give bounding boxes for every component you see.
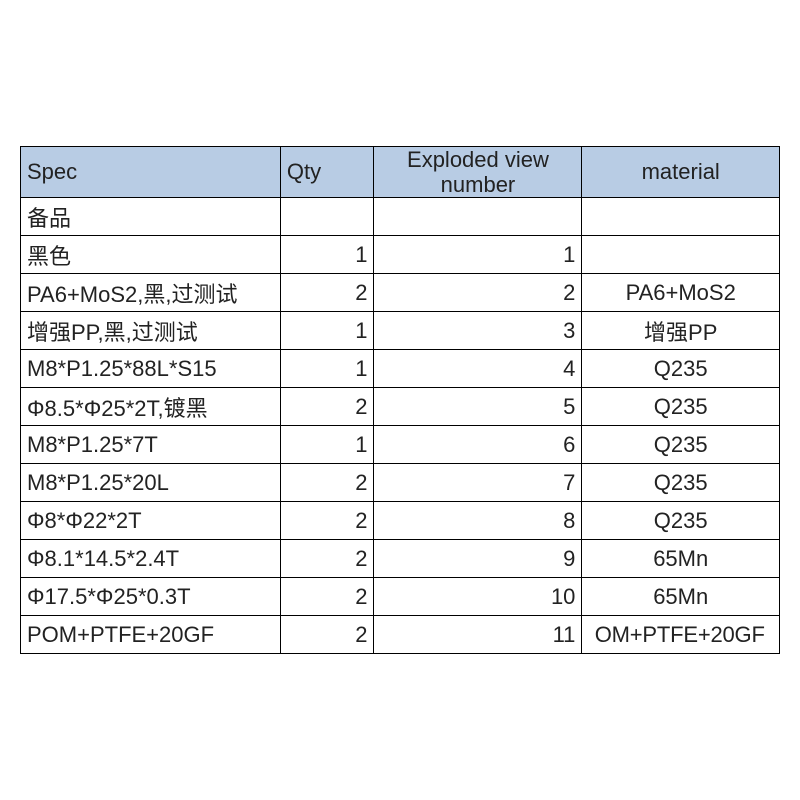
cell-qty: 1 — [280, 426, 374, 464]
cell-spec: POM+PTFE+20GF — [21, 616, 281, 654]
cell-view: 2 — [374, 274, 582, 312]
col-header-qty: Qty — [280, 146, 374, 198]
cell-qty: 1 — [280, 312, 374, 350]
cell-material: Q235 — [582, 350, 780, 388]
cell-qty: 2 — [280, 274, 374, 312]
table-body: 备品 黑色 1 1 PA6+MoS2,黑,过测试 2 2 PA6+MoS2 增强… — [21, 198, 780, 654]
cell-view: 4 — [374, 350, 582, 388]
cell-view: 6 — [374, 426, 582, 464]
cell-qty: 2 — [280, 388, 374, 426]
cell-view: 3 — [374, 312, 582, 350]
col-header-material: material — [582, 146, 780, 198]
cell-material — [582, 198, 780, 236]
cell-material: 65Mn — [582, 540, 780, 578]
table-row: 增强PP,黑,过测试 1 3 增强PP — [21, 312, 780, 350]
cell-qty: 2 — [280, 616, 374, 654]
table-row: 黑色 1 1 — [21, 236, 780, 274]
col-header-spec: Spec — [21, 146, 281, 198]
table-row: Φ8*Φ22*2T 2 8 Q235 — [21, 502, 780, 540]
cell-material: Q235 — [582, 388, 780, 426]
cell-qty: 1 — [280, 236, 374, 274]
parts-table: Spec Qty Exploded view number material 备… — [20, 146, 780, 655]
col-header-view: Exploded view number — [374, 146, 582, 198]
cell-spec: 黑色 — [21, 236, 281, 274]
cell-spec: M8*P1.25*7T — [21, 426, 281, 464]
cell-qty: 2 — [280, 578, 374, 616]
cell-material: PA6+MoS2 — [582, 274, 780, 312]
cell-qty: 2 — [280, 464, 374, 502]
cell-spec: 增强PP,黑,过测试 — [21, 312, 281, 350]
cell-spec: Φ8.5*Φ25*2T,镀黑 — [21, 388, 281, 426]
cell-material: 增强PP — [582, 312, 780, 350]
cell-qty: 1 — [280, 350, 374, 388]
cell-spec: Φ8*Φ22*2T — [21, 502, 281, 540]
cell-view: 1 — [374, 236, 582, 274]
cell-spec: Φ8.1*14.5*2.4T — [21, 540, 281, 578]
cell-spec: PA6+MoS2,黑,过测试 — [21, 274, 281, 312]
cell-view: 10 — [374, 578, 582, 616]
cell-qty: 2 — [280, 502, 374, 540]
cell-spec: M8*P1.25*20L — [21, 464, 281, 502]
cell-material: Q235 — [582, 502, 780, 540]
cell-view: 9 — [374, 540, 582, 578]
cell-spec: 备品 — [21, 198, 281, 236]
cell-material: Q235 — [582, 426, 780, 464]
table-row: M8*P1.25*20L 2 7 Q235 — [21, 464, 780, 502]
table-header-row: Spec Qty Exploded view number material — [21, 146, 780, 198]
cell-view: 8 — [374, 502, 582, 540]
table-row: Φ8.1*14.5*2.4T 2 9 65Mn — [21, 540, 780, 578]
cell-view: 7 — [374, 464, 582, 502]
cell-view — [374, 198, 582, 236]
cell-spec: M8*P1.25*88L*S15 — [21, 350, 281, 388]
cell-view: 11 — [374, 616, 582, 654]
cell-material: Q235 — [582, 464, 780, 502]
cell-material: OM+PTFE+20GF — [582, 616, 780, 654]
table-row: Φ8.5*Φ25*2T,镀黑 2 5 Q235 — [21, 388, 780, 426]
table-row: PA6+MoS2,黑,过测试 2 2 PA6+MoS2 — [21, 274, 780, 312]
table-row: M8*P1.25*88L*S15 1 4 Q235 — [21, 350, 780, 388]
table-row: POM+PTFE+20GF 2 11 OM+PTFE+20GF — [21, 616, 780, 654]
cell-spec: Φ17.5*Φ25*0.3T — [21, 578, 281, 616]
parts-table-container: Spec Qty Exploded view number material 备… — [20, 146, 780, 655]
cell-view: 5 — [374, 388, 582, 426]
table-row: Φ17.5*Φ25*0.3T 2 10 65Mn — [21, 578, 780, 616]
table-row: 备品 — [21, 198, 780, 236]
cell-material: 65Mn — [582, 578, 780, 616]
cell-qty — [280, 198, 374, 236]
cell-qty: 2 — [280, 540, 374, 578]
cell-material — [582, 236, 780, 274]
table-row: M8*P1.25*7T 1 6 Q235 — [21, 426, 780, 464]
